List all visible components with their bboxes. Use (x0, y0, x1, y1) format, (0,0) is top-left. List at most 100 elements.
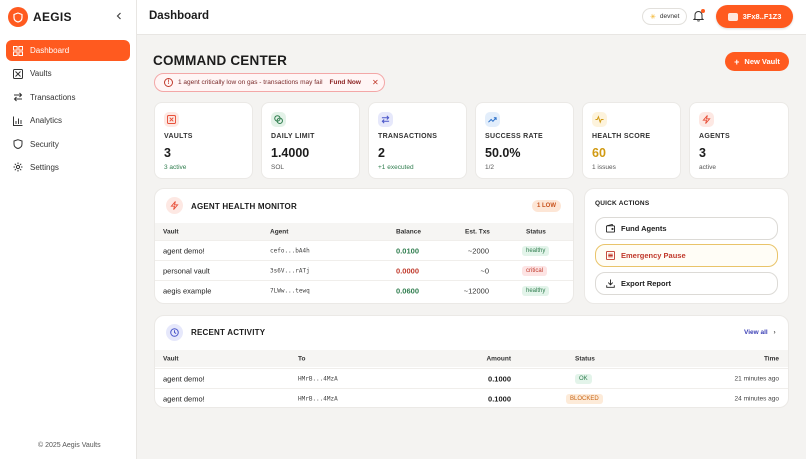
page-title: Dashboard (149, 10, 210, 22)
stat-label: HEALTH SCORE (592, 133, 651, 140)
column-header: Vault (163, 355, 179, 362)
bolt-icon (699, 112, 714, 127)
agent-health-monitor-card: AGENT HEALTH MONITOR 1 LOW Vault Agent B… (154, 188, 574, 304)
vault-name: aegis example (163, 286, 212, 295)
gear-icon (13, 162, 23, 172)
sidebar-item-label: Dashboard (30, 46, 70, 55)
coins-icon (271, 112, 286, 127)
sidebar-item-analytics[interactable]: Analytics (6, 110, 130, 131)
stat-sub: SOL (271, 164, 285, 171)
column-header: Agent (270, 228, 289, 235)
sidebar-item-dashboard[interactable]: Dashboard (6, 40, 130, 61)
vault-name: personal vault (163, 266, 210, 275)
column-header: To (298, 355, 306, 362)
sidebar-item-security[interactable]: Security (6, 134, 130, 155)
stat-card-vaults: VAULTS 3 3 active (154, 102, 253, 179)
amount: 0.1000 (488, 394, 511, 403)
close-icon[interactable]: ✕ (371, 78, 379, 87)
brand[interactable]: AEGIS (8, 7, 72, 27)
network-selector[interactable]: ✳ devnet (642, 8, 688, 25)
plus-icon: + (734, 56, 740, 67)
stat-label: SUCCESS RATE (485, 133, 543, 140)
stat-sub: 1/2 (485, 164, 495, 171)
brand-name: AEGIS (33, 10, 72, 24)
new-vault-button[interactable]: + New Vault (725, 52, 789, 71)
vault-name: agent demo! (163, 374, 205, 383)
table-row[interactable]: aegis example 7LWw...tewq 0.0600 ~12000 … (155, 280, 573, 300)
notifications-bell-icon[interactable] (692, 9, 705, 23)
recent-activity-card: RECENT ACTIVITY View all › Vault To Amou… (154, 315, 789, 408)
amount: 0.1000 (488, 374, 511, 383)
sidebar-item-label: Security (30, 139, 59, 149)
collapse-sidebar-chevron-icon[interactable] (113, 10, 125, 22)
top-header: Dashboard ✳ devnet 3Fx8..F1Z3 (137, 0, 806, 35)
chevron-right-icon: › (773, 329, 776, 336)
status-badge: healthy (522, 285, 550, 296)
emergency-pause-button[interactable]: Emergency Pause (595, 244, 778, 267)
wallet-icon (606, 224, 615, 233)
column-header: Time (763, 355, 779, 362)
pulse-icon (592, 112, 607, 127)
wallet-address: 3Fx8..F1Z3 (742, 12, 782, 21)
stat-value: 2 (378, 146, 385, 160)
recipient-address: HMrB...4MzA (298, 375, 338, 382)
shield-logo-icon (8, 7, 28, 27)
table-header: Vault To Amount Status Time (155, 350, 788, 367)
column-header: Status (526, 228, 546, 235)
stat-label: AGENTS (699, 133, 730, 140)
gas-alert-banner: ! 1 agent critically low on gas - transa… (154, 73, 385, 92)
est-txs: ~0 (480, 266, 489, 275)
download-icon (606, 279, 615, 288)
vault-icon (164, 112, 179, 127)
stat-sub: +1 executed (378, 164, 414, 171)
stat-card-success-rate: SUCCESS RATE 50.0% 1/2 (475, 102, 574, 179)
agent-address: cefo...bA4h (270, 247, 310, 254)
notification-dot (701, 9, 705, 13)
button-label: Export Report (621, 279, 672, 288)
column-header: Vault (163, 228, 179, 235)
agent-balance: 0.0100 (396, 246, 419, 255)
fund-now-link[interactable]: Fund Now (329, 79, 361, 86)
vault-name: agent demo! (163, 246, 205, 255)
sidebar-item-label: Settings (30, 162, 59, 172)
agent-balance: 0.0000 (396, 266, 419, 275)
sidebar-item-vaults[interactable]: Vaults (6, 63, 130, 84)
wallet-icon (727, 12, 738, 21)
sidebar-item-label: Vaults (30, 69, 52, 79)
stat-label: VAULTS (164, 133, 193, 140)
low-count-badge: 1 LOW (532, 200, 561, 212)
sidebar-item-label: Analytics (30, 116, 63, 126)
stat-sub: 1 issues (592, 164, 616, 171)
stat-value: 60 (592, 146, 606, 160)
sidebar-item-settings[interactable]: Settings (6, 157, 130, 178)
button-label: Emergency Pause (621, 251, 686, 260)
stat-value: 50.0% (485, 146, 521, 160)
stat-card-transactions: TRANSACTIONS 2 +1 executed (368, 102, 467, 179)
sidebar-item-transactions[interactable]: Transactions (6, 87, 130, 108)
chart-icon (13, 116, 23, 126)
wallet-button[interactable]: 3Fx8..F1Z3 (716, 5, 793, 28)
fund-agents-button[interactable]: Fund Agents (595, 217, 778, 240)
status-badge: BLOCKED (566, 393, 603, 404)
bolt-icon (166, 197, 183, 214)
new-vault-label: New Vault (744, 57, 780, 66)
transfer-icon (13, 92, 23, 102)
table-row[interactable]: agent demo! HMrB...4MzA 0.1000 BLOCKED 2… (155, 388, 788, 407)
trend-up-icon (485, 112, 500, 127)
stat-sub: 3 active (164, 164, 187, 171)
table-row[interactable]: agent demo! HMrB...4MzA 0.1000 OK 21 min… (155, 368, 788, 388)
agent-address: 7LWw...tewq (270, 287, 310, 294)
est-txs: ~2000 (467, 246, 489, 255)
clock-icon (166, 324, 183, 341)
export-report-button[interactable]: Export Report (595, 272, 778, 295)
table-row[interactable]: agent demo! cefo...bA4h 0.0100 ~2000 hea… (155, 240, 573, 260)
stat-value: 3 (164, 146, 171, 160)
table-header: Vault Agent Balance Est. Txs Status (155, 223, 573, 240)
table-row[interactable]: personal vault 3s6V...rATj 0.0000 ~0 cri… (155, 260, 573, 280)
est-txs: ~12000 (463, 286, 489, 295)
status-badge: critical (522, 265, 548, 276)
agent-balance: 0.0600 (396, 286, 419, 295)
stat-value: 3 (699, 146, 706, 160)
shield-icon (13, 139, 23, 150)
view-all-link[interactable]: View all › (744, 329, 776, 336)
